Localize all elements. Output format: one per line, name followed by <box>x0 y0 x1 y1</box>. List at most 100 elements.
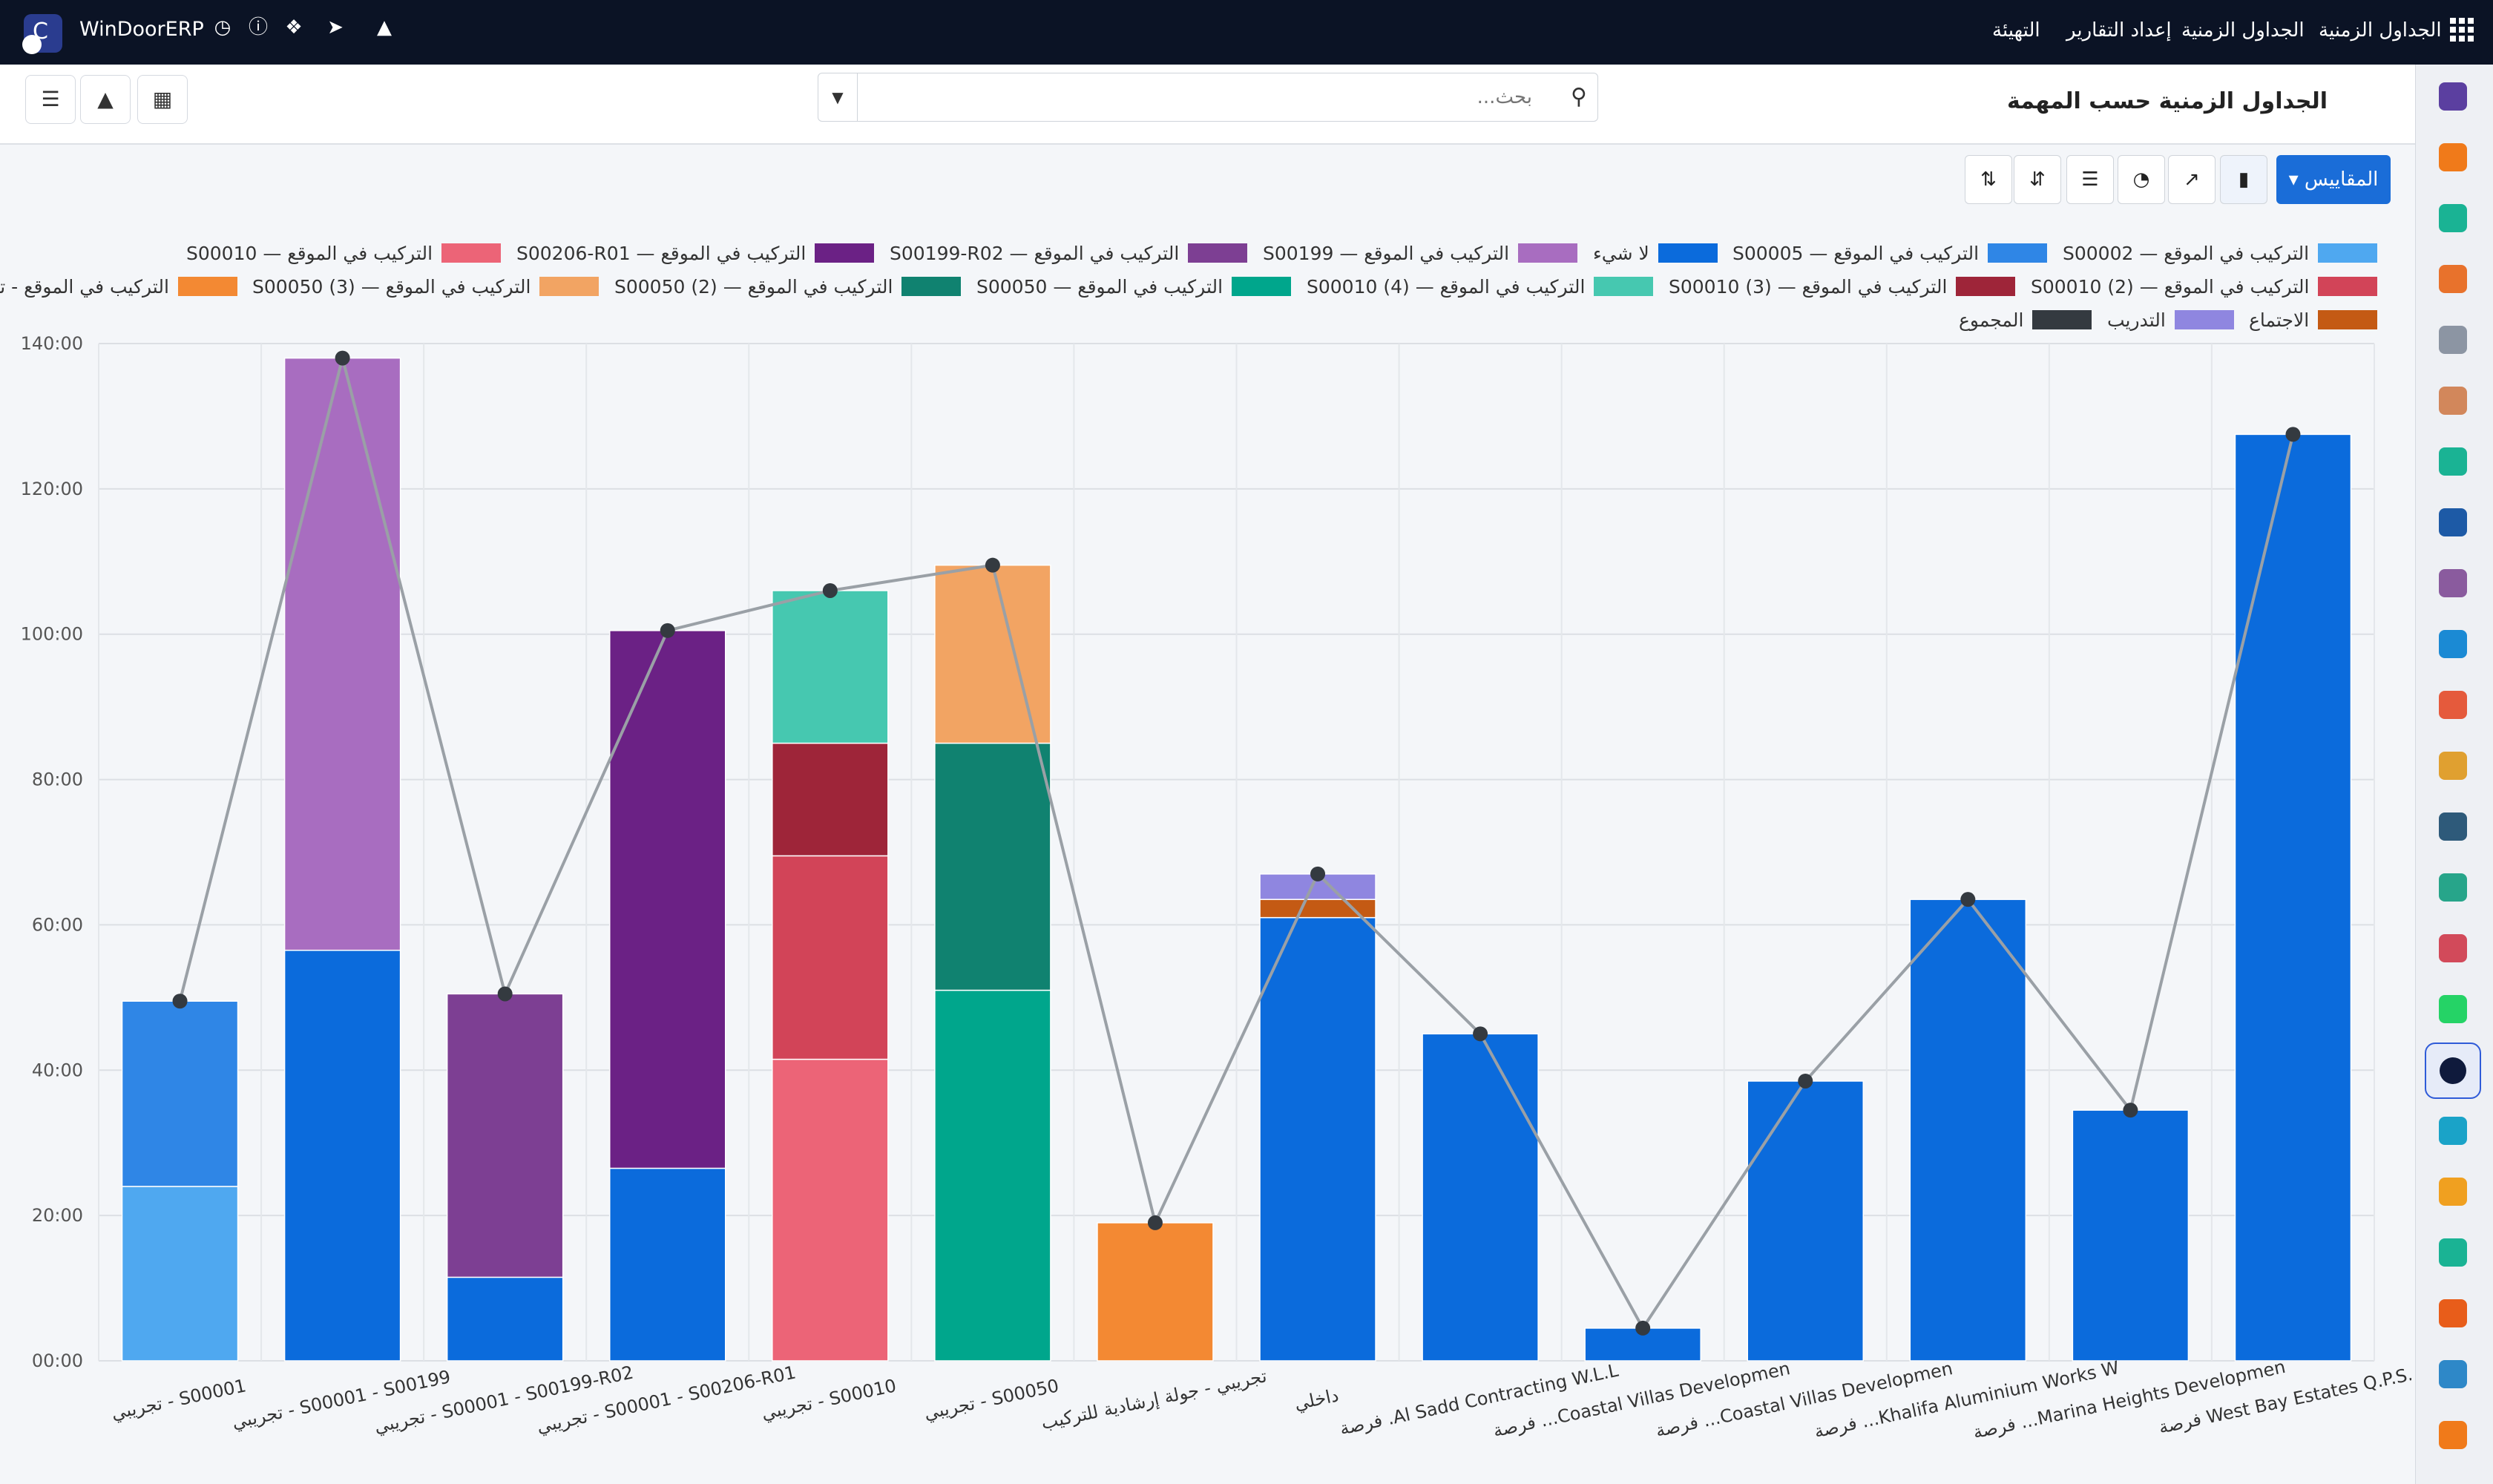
bank-app-icon[interactable] <box>2439 1238 2467 1267</box>
legend-item[interactable]: التركيب في الموقع — S00005 <box>1732 242 2048 264</box>
tasks-app-icon[interactable] <box>2439 447 2467 476</box>
app-name[interactable]: WinDoorERP <box>79 18 204 41</box>
bar-segment[interactable] <box>772 590 889 744</box>
legend-item[interactable]: التركيب في الموقع — S00010 <box>186 242 502 264</box>
legend-item[interactable]: التركيب في الموقع - تجريبي <box>0 275 237 298</box>
legend-item[interactable]: التركيب في الموقع — S00199 <box>1263 242 1578 264</box>
bar-segment[interactable] <box>1747 1080 1864 1362</box>
bar-segment[interactable] <box>1097 1222 1214 1362</box>
chat-icon[interactable]: ❖ <box>285 16 303 39</box>
bar-segment[interactable] <box>446 993 564 1278</box>
bar-segment[interactable] <box>283 949 401 1362</box>
help-icon[interactable]: ⓘ <box>248 16 268 39</box>
calendar-app-icon[interactable] <box>2439 752 2467 780</box>
total-point[interactable] <box>660 623 675 638</box>
sort-ascending-button[interactable]: ⇅ <box>1965 155 2012 204</box>
legend-item[interactable]: التركيب في الموقع — S00050 (2) <box>614 275 962 298</box>
discuss-app-icon[interactable] <box>2439 204 2467 232</box>
total-point[interactable] <box>1960 892 1976 907</box>
app-logo[interactable]: C <box>22 14 62 54</box>
total-point[interactable] <box>2123 1103 2138 1118</box>
legend-item[interactable]: التركيب في الموقع — S00050 <box>976 275 1292 298</box>
bar-segment[interactable] <box>2234 433 2352 1362</box>
total-point[interactable] <box>1635 1320 1651 1336</box>
menu-item-timesheets[interactable]: الجداول الزمنية <box>2181 19 2305 42</box>
bar-segment[interactable] <box>609 1167 726 1362</box>
bar-chart-button[interactable]: ▮ <box>2220 155 2267 204</box>
bar-segment[interactable] <box>121 1186 239 1362</box>
legend-item[interactable]: التركيب في الموقع — S00010 (2) <box>2031 275 2378 298</box>
stacked-button[interactable]: ☰ <box>2066 155 2114 204</box>
bar-segment[interactable] <box>446 1276 564 1362</box>
total-point[interactable] <box>1473 1026 1488 1042</box>
bar-segment[interactable] <box>772 1058 889 1362</box>
legend-item[interactable]: التدريب <box>2107 309 2234 331</box>
total-point[interactable] <box>497 986 513 1002</box>
dashboard-app-icon[interactable] <box>2439 934 2467 962</box>
send-app-icon[interactable] <box>2439 1178 2467 1206</box>
legend-item[interactable]: التركيب في الموقع — S00010 (4) <box>1307 275 1654 298</box>
legend-item[interactable]: التركيب في الموقع — S00199-R02 <box>890 242 1248 264</box>
sales-app-icon[interactable] <box>2439 630 2467 658</box>
bar-segment[interactable] <box>1259 916 1376 1362</box>
legend-item[interactable]: الاجتماع <box>2249 309 2378 331</box>
photo-app-icon[interactable] <box>2439 387 2467 415</box>
legend-item[interactable]: التركيب في الموقع — S00010 (3) <box>1669 275 2016 298</box>
menu-item-config[interactable]: إعداد التقارير <box>2066 19 2172 42</box>
settings-app-icon[interactable] <box>2439 1421 2467 1449</box>
app-title-timesheets[interactable]: الجداول الزمنية <box>2319 19 2442 42</box>
megaphone-icon[interactable]: ➤ <box>327 16 344 39</box>
total-point[interactable] <box>2285 427 2301 442</box>
legend-item[interactable]: التركيب في الموقع — S00050 (3) <box>252 275 600 298</box>
graph-view-button[interactable]: ▲ <box>80 75 131 124</box>
pie-app-icon[interactable] <box>2439 1360 2467 1388</box>
sign-app-icon[interactable] <box>2439 812 2467 841</box>
bell-icon[interactable]: ▲ <box>377 16 392 39</box>
bar-segment[interactable] <box>1259 899 1376 919</box>
knowledge-app-icon[interactable] <box>2439 508 2467 536</box>
mail-app-icon[interactable] <box>2439 82 2467 111</box>
reports-app-icon[interactable] <box>2439 265 2467 293</box>
website-app-icon[interactable] <box>2439 1117 2467 1145</box>
legend-item[interactable]: لا شيء <box>1593 242 1718 264</box>
pivot-view-button[interactable]: ▦ <box>137 75 188 124</box>
bar-segment[interactable] <box>121 1000 239 1187</box>
bar-segment[interactable] <box>2072 1109 2190 1362</box>
legend-item[interactable]: التركيب في الموقع — S00002 <box>2063 242 2378 264</box>
legend-item[interactable]: التركيب في الموقع — S00206-R01 <box>516 242 875 264</box>
inventory-app-icon[interactable] <box>2439 326 2467 354</box>
list-view-button[interactable]: ☰ <box>25 75 76 124</box>
bar-segment[interactable] <box>609 630 726 1169</box>
total-point[interactable] <box>1310 866 1326 881</box>
box-app-icon[interactable] <box>2439 569 2467 597</box>
line-chart-button[interactable]: ↗ <box>2168 155 2216 204</box>
measures-dropdown[interactable]: المقاييس ▾ <box>2276 155 2391 204</box>
contacts-app-icon[interactable] <box>2439 873 2467 902</box>
team-app-icon[interactable] <box>2439 691 2467 719</box>
search-icon[interactable]: ⚲ <box>1571 84 1587 110</box>
total-point[interactable] <box>335 350 350 366</box>
chat-app-icon[interactable] <box>2439 143 2467 171</box>
whatsapp-app-icon[interactable] <box>2439 995 2467 1023</box>
apps-grid-icon[interactable] <box>2450 18 2474 42</box>
total-point[interactable] <box>822 582 838 598</box>
total-point[interactable] <box>985 557 1000 573</box>
bar-segment[interactable] <box>1422 1033 1539 1362</box>
total-point[interactable] <box>1147 1215 1163 1230</box>
bar-segment[interactable] <box>772 742 889 857</box>
total-point[interactable] <box>172 994 188 1009</box>
clock-icon[interactable]: ◷ <box>214 16 231 39</box>
total-point[interactable] <box>1798 1073 1813 1089</box>
search-options-toggle[interactable]: ▼ <box>818 73 858 121</box>
bar-segment[interactable] <box>283 357 401 951</box>
menu-item-reporting[interactable]: التهيئة <box>1992 19 2040 42</box>
bar-segment[interactable] <box>934 989 1051 1362</box>
bar-segment[interactable] <box>1909 899 2027 1362</box>
bar-segment[interactable] <box>934 564 1051 744</box>
search-input[interactable] <box>863 79 1534 115</box>
pie-chart-button[interactable]: ◔ <box>2118 155 2165 204</box>
bar-segment[interactable] <box>934 742 1051 991</box>
sort-descending-button[interactable]: ⇵ <box>2014 155 2061 204</box>
timesheets-app-icon[interactable] <box>2425 1043 2481 1099</box>
bar-segment[interactable] <box>772 855 889 1060</box>
